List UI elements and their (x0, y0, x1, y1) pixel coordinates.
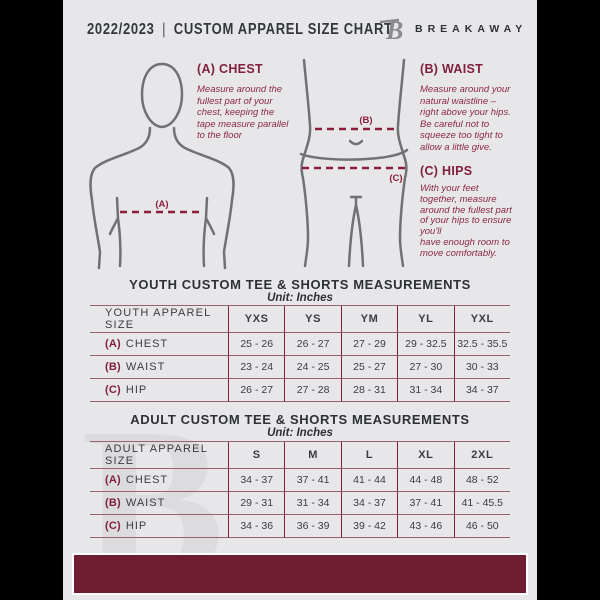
size-chart-page: B 2022/2023 | CUSTOM APPAREL SIZE CHART B … (63, 0, 537, 600)
right-black-bar (537, 0, 600, 600)
waist-marker-label: (B) (359, 115, 372, 126)
page-title: 2022/2023 | CUSTOM APPAREL SIZE CHART (87, 21, 393, 39)
measurement-value: 30 - 33 (453, 356, 510, 379)
chest-marker-label: (A) (155, 199, 168, 210)
measurement-name: CHEST (125, 474, 169, 486)
crotch-legs (347, 195, 365, 268)
measurement-name: CHEST (125, 338, 169, 350)
measurement-letter: (C) (105, 520, 121, 532)
measurement-value: 48 - 52 (453, 469, 510, 492)
measurement-row-label: (B) WAIST (90, 492, 228, 515)
measurement-letter: (B) (105, 497, 121, 509)
measurement-value: 37 - 41 (284, 469, 341, 492)
size-column-header: XL (397, 442, 454, 469)
measurement-value: 23 - 24 (228, 356, 285, 379)
measurement-value: 34 - 37 (228, 469, 285, 492)
chest-heading: (A) CHEST (197, 62, 263, 76)
measurement-letter: (B) (105, 361, 121, 373)
measurement-value: 25 - 27 (340, 356, 398, 379)
navel-mark (348, 139, 364, 146)
measurement-value: 39 - 42 (340, 515, 398, 538)
brand-name: BREAKAWAY (415, 23, 528, 35)
size-column-header: M (284, 442, 341, 469)
upper-body-diagram: (A) (89, 62, 235, 270)
youth-table-unit: Unit: Inches (267, 292, 333, 304)
measurement-value: 41 - 44 (340, 469, 398, 492)
measurement-name: HIP (125, 384, 148, 396)
measurement-value: 31 - 34 (284, 492, 341, 515)
measurement-value: 25 - 26 (228, 333, 285, 356)
measurement-value: 43 - 46 (397, 515, 454, 538)
measurement-value: 36 - 39 (284, 515, 341, 538)
hip-crease-line (299, 148, 409, 161)
measurement-value: 27 - 30 (397, 356, 454, 379)
measurement-value: 37 - 41 (397, 492, 454, 515)
youth-size-table: YOUTH APPAREL SIZE YXS YS YM YL YXL (A) CHEST 25… (90, 305, 510, 402)
hips-instructions: With your feet together, measure around … (420, 183, 512, 259)
measurement-value: 46 - 50 (453, 515, 510, 538)
measurement-row-label: (A) CHEST (90, 469, 228, 492)
size-column-header: YM (340, 306, 398, 333)
measurement-value: 29 - 32.5 (397, 333, 454, 356)
measurement-row-label: (C) HIP (90, 515, 228, 538)
right-armpit (202, 196, 216, 268)
size-column-header: S (228, 442, 285, 469)
measurement-name: WAIST (125, 497, 166, 509)
size-row-header: ADULT APPAREL SIZE (90, 442, 228, 469)
measurement-name: HIP (125, 520, 148, 532)
size-column-header: L (340, 442, 398, 469)
right-torso-side (396, 58, 408, 268)
measurement-letter: (C) (105, 384, 121, 396)
measurement-value: 27 - 28 (284, 379, 341, 402)
left-armpit (108, 196, 122, 268)
measurement-row-label: (C) HIP (90, 379, 228, 402)
breakaway-logo-icon: B (379, 16, 403, 45)
head-outline (140, 62, 184, 129)
measurement-value: 26 - 27 (284, 333, 341, 356)
left-torso-side (300, 58, 312, 268)
lower-body-diagram: (B) (C) (299, 58, 409, 268)
left-black-bar (0, 0, 63, 600)
adult-table-title: ADULT CUSTOM TEE & SHORTS MEASUREMENTS (130, 412, 470, 427)
measurement-value: 34 - 37 (340, 492, 398, 515)
measurement-name: WAIST (125, 361, 166, 373)
chest-instructions: Measure around the fullest part of your … (197, 84, 289, 142)
measurement-value: 34 - 36 (228, 515, 285, 538)
size-column-header: YL (397, 306, 454, 333)
measurement-row-label: (A) CHEST (90, 333, 228, 356)
hips-marker-label: (C) (389, 173, 402, 184)
measurement-value: 44 - 48 (397, 469, 454, 492)
size-row-header: YOUTH APPAREL SIZE (90, 306, 228, 333)
measurement-value: 31 - 34 (397, 379, 454, 402)
title-separator: | (162, 21, 167, 38)
waist-instructions: Measure around your natural waistline – … (420, 84, 511, 153)
svg-text:B: B (385, 16, 403, 45)
measurement-value: 29 - 31 (228, 492, 285, 515)
adult-table-unit: Unit: Inches (267, 427, 333, 439)
hips-heading: (C) HIPS (420, 164, 473, 178)
waist-heading: (B) WAIST (420, 62, 484, 76)
chart-title: CUSTOM APPAREL SIZE CHART (173, 21, 393, 38)
left-shoulder-arm (89, 126, 152, 270)
measurement-value: 41 - 45.5 (453, 492, 510, 515)
measurement-value: 27 - 29 (340, 333, 398, 356)
measurement-value: 28 - 31 (340, 379, 398, 402)
right-shoulder-arm (172, 126, 235, 270)
footer-bar (72, 553, 528, 595)
measurement-value: 34 - 37 (453, 379, 510, 402)
size-column-header: 2XL (453, 442, 510, 469)
size-column-header: YS (284, 306, 341, 333)
measurement-value: 26 - 27 (228, 379, 285, 402)
season-label: 2022/2023 (87, 21, 155, 38)
adult-size-table: ADULT APPAREL SIZE S M L XL 2XL (A) CHEST 34 - 3… (90, 441, 510, 538)
youth-table-title: YOUTH CUSTOM TEE & SHORTS MEASUREMENTS (129, 277, 471, 292)
measurement-value: 24 - 25 (284, 356, 341, 379)
size-column-header: YXS (228, 306, 285, 333)
measurement-letter: (A) (105, 338, 121, 350)
measurement-letter: (A) (105, 474, 121, 486)
size-column-header: YXL (453, 306, 510, 333)
measurement-value: 32.5 - 35.5 (453, 333, 510, 356)
measurement-row-label: (B) WAIST (90, 356, 228, 379)
